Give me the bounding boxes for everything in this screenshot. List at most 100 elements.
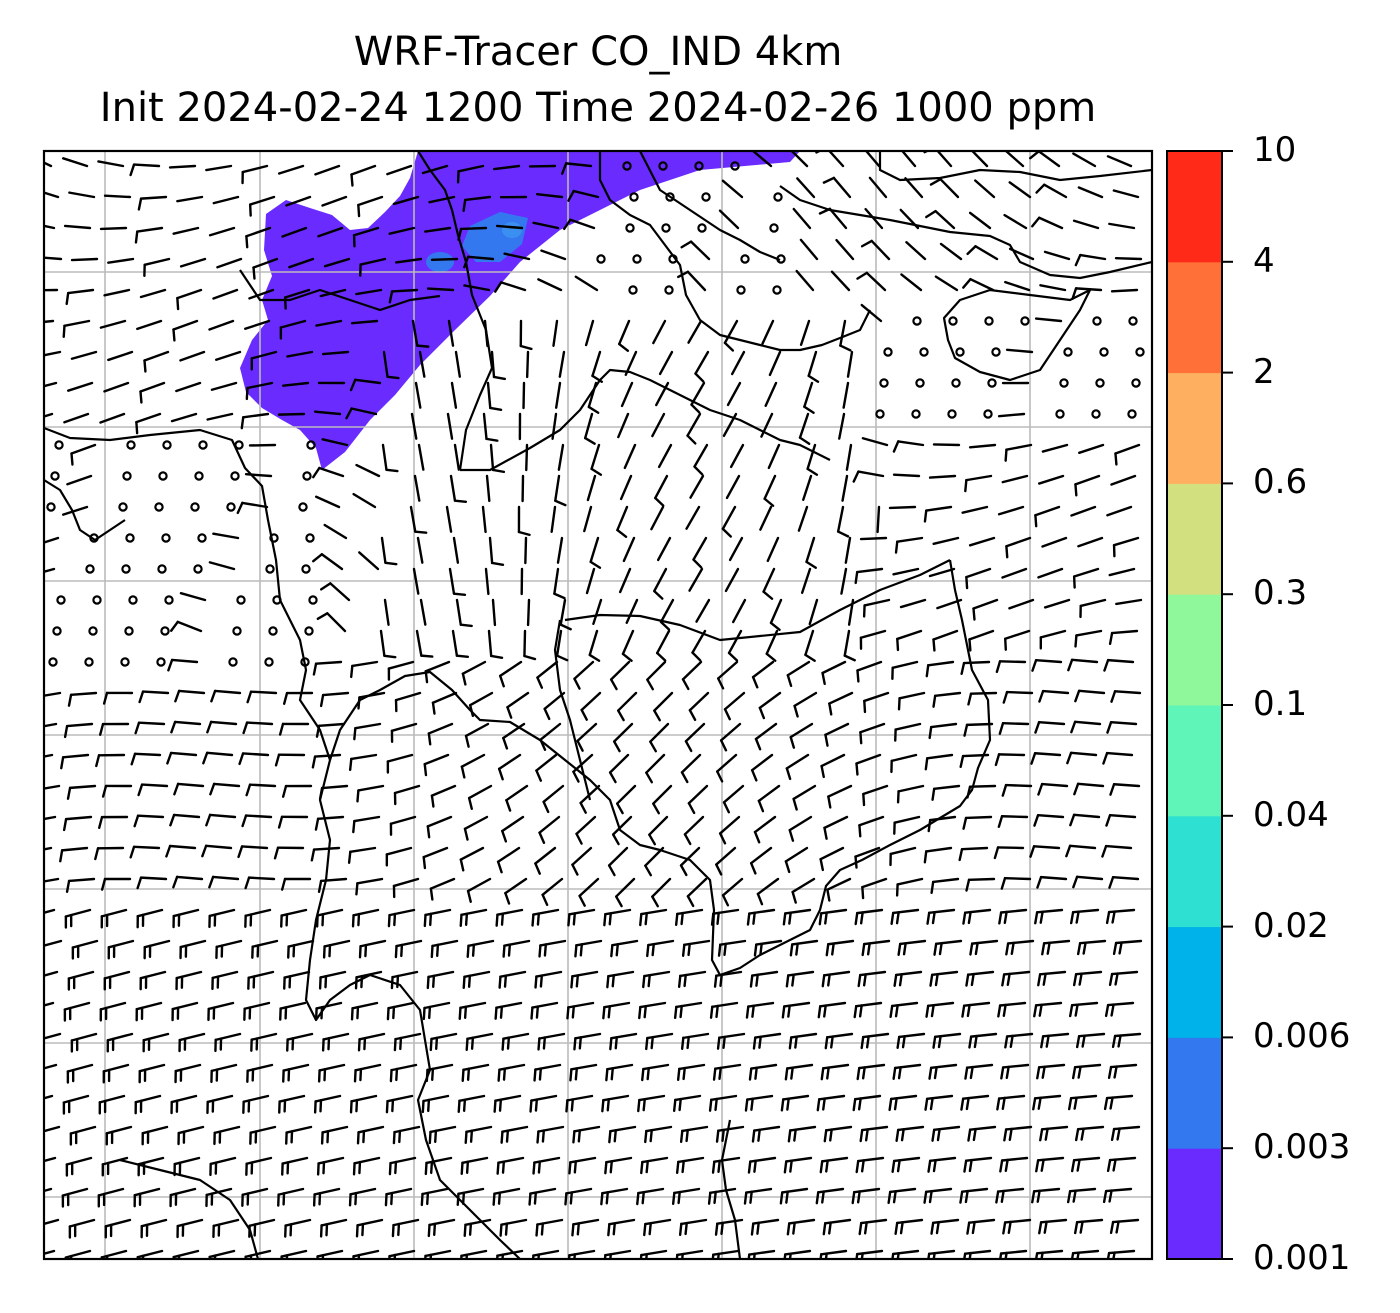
barb-staff <box>936 598 963 610</box>
barb-staff <box>104 1218 132 1228</box>
barb-staff <box>419 598 427 626</box>
barb-staff <box>1037 720 1066 726</box>
wind-barb <box>807 350 820 383</box>
wind-barb <box>519 319 533 351</box>
barb-staff <box>574 1032 602 1040</box>
barb-flag <box>721 527 732 538</box>
wind-barb <box>278 722 310 736</box>
barb-staff <box>960 846 989 851</box>
barb-staff <box>684 722 706 743</box>
barb-staff <box>569 1156 597 1164</box>
wind-barb <box>314 815 345 831</box>
barb-flag <box>399 1036 403 1051</box>
wind-barb <box>245 381 274 401</box>
barb-staff <box>136 908 164 918</box>
barb-staff <box>768 350 782 377</box>
wind-barb <box>570 970 599 989</box>
barb-staff <box>762 567 776 593</box>
barb-flag <box>506 706 513 719</box>
wind-barb <box>638 1001 667 1020</box>
barb-flag <box>314 817 320 831</box>
wind-barb <box>386 1001 415 1021</box>
wind-barb <box>534 846 557 875</box>
barb-flag <box>925 664 930 678</box>
wind-barb <box>1065 844 1097 858</box>
wind-barb <box>863 691 890 714</box>
barb-staff <box>1113 1032 1142 1038</box>
barb-staff <box>320 1218 348 1227</box>
barb-flag <box>353 1069 357 1083</box>
calm-wind-marker <box>54 440 64 450</box>
wind-barb <box>746 908 776 926</box>
barb-flag <box>567 1254 571 1259</box>
barb-staff <box>824 1218 852 1225</box>
barb-staff <box>686 270 707 292</box>
barb-flag <box>786 1222 791 1236</box>
calm-wind-marker <box>193 564 203 574</box>
barb-flag <box>823 1129 828 1143</box>
wind-barb <box>821 660 847 686</box>
barb-flag <box>384 1192 388 1207</box>
barb-flag <box>420 1192 424 1207</box>
barb-staff <box>658 350 674 376</box>
barb-flag <box>572 770 580 783</box>
barb-staff <box>1078 443 1105 455</box>
wind-barb <box>861 877 888 900</box>
wind-barb <box>711 1249 740 1259</box>
barb-flag <box>138 690 145 704</box>
barb-staff <box>828 207 848 230</box>
barb-staff <box>823 815 849 830</box>
barb-flag <box>429 887 434 901</box>
barb-staff <box>824 722 850 737</box>
barb-staff <box>172 1249 200 1259</box>
barb-staff <box>760 412 774 438</box>
barb-flag <box>854 855 858 869</box>
barb-staff <box>313 753 342 758</box>
wind-barb <box>141 1125 169 1146</box>
wind-barb <box>997 815 1029 828</box>
barb-flag <box>857 1097 862 1111</box>
barb-staff <box>205 164 233 172</box>
barb-staff <box>722 412 738 438</box>
wind-barb <box>607 1218 636 1237</box>
barb-flag <box>714 1097 718 1112</box>
wind-barb <box>851 1187 881 1205</box>
wind-barb <box>62 815 93 832</box>
wind-barb <box>457 226 488 241</box>
wind-barb <box>429 1032 458 1052</box>
barb-flag <box>709 1005 714 1019</box>
wind-barb <box>900 273 923 292</box>
barb-flag <box>854 911 859 926</box>
calm-wind-marker <box>126 440 136 450</box>
barb-flag <box>32 883 33 894</box>
wind-barb <box>1034 908 1064 925</box>
calm-wind-marker <box>306 440 316 450</box>
wind-barb <box>143 257 171 277</box>
wind-barb <box>798 412 811 445</box>
barb-staff <box>455 598 462 626</box>
barb-staff <box>693 443 709 468</box>
wind-barb <box>136 1249 164 1259</box>
wind-barb <box>67 381 94 392</box>
wind-barb <box>998 908 1028 925</box>
wind-barb <box>968 443 997 449</box>
barb-staff <box>460 908 488 917</box>
wind-barb <box>533 1063 562 1082</box>
wind-barb <box>142 1032 170 1053</box>
wind-barb <box>358 939 387 959</box>
barb-staff <box>505 784 529 802</box>
barb-staff <box>1107 908 1136 914</box>
wind-barb <box>934 275 959 292</box>
wind-barb <box>311 753 342 769</box>
barb-flag <box>424 1254 427 1259</box>
wind-barb <box>637 1094 666 1113</box>
wind-barb <box>1074 629 1103 648</box>
barb-staff <box>678 1063 706 1071</box>
wind-barb <box>726 381 742 407</box>
wind-barb <box>1105 813 1137 827</box>
barb-flag <box>790 1066 794 1080</box>
barb-staff <box>890 753 918 763</box>
wind-barb <box>1039 629 1067 650</box>
calm-wind-marker <box>85 564 95 574</box>
barb-flag <box>719 973 723 988</box>
